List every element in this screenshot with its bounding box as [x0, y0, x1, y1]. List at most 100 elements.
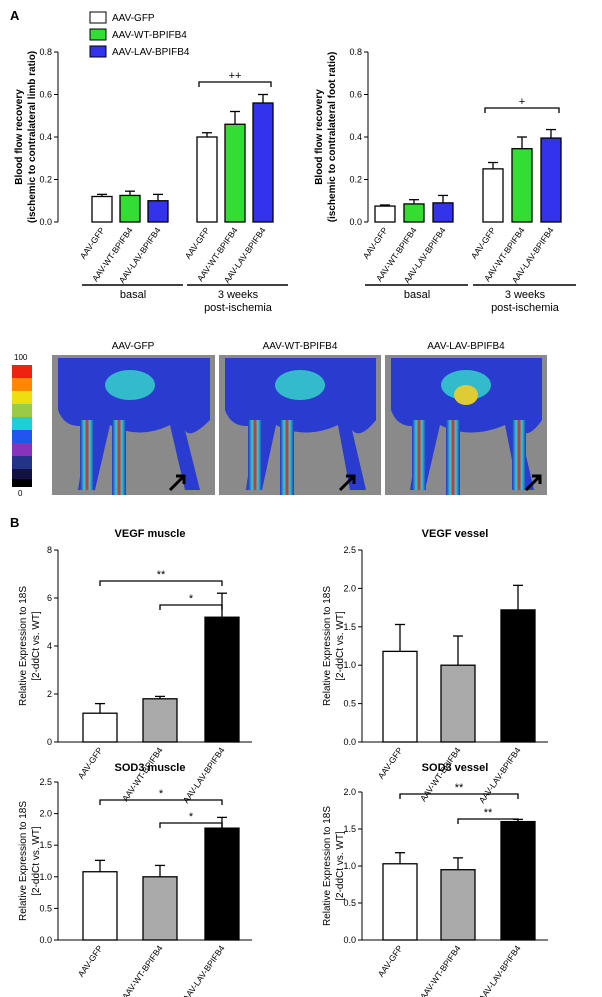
y-tick-label: 1.0 [343, 861, 356, 871]
y-axis-label: [2-ddCt vs. WT] [335, 611, 346, 681]
y-tick-label: 6 [47, 593, 52, 603]
x-tick-label: AAV-LAV-BPIFB4 [477, 943, 523, 997]
y-axis-label: Relative Expression to 18S [322, 806, 333, 926]
image-title: AAV-LAV-BPIFB4 [427, 341, 505, 352]
y-tick-label: 0.8 [39, 47, 52, 57]
y-tick-label: 0.6 [349, 90, 362, 100]
significance-label: * [189, 593, 194, 605]
group-label: basal [404, 289, 430, 301]
tissue [58, 358, 542, 495]
x-tick-label: AAV-LAV-BPIFB4 [477, 745, 523, 805]
x-tick-label: AAV-GFP [76, 745, 105, 781]
y-tick-label: 0.8 [349, 47, 362, 57]
significance-bracket [198, 81, 272, 87]
bar [196, 136, 218, 223]
bar [540, 137, 562, 223]
y-axis-label: Blood flow recovery [314, 89, 325, 185]
bar [482, 168, 504, 223]
bar [440, 869, 476, 941]
group-label: post-ischemia [204, 302, 273, 314]
y-axis-label: [2-ddCt vs. WT] [31, 826, 42, 896]
bar [500, 609, 536, 743]
legend-label: AAV-LAV-BPIFB4 [112, 47, 190, 58]
y-tick-label: 2.0 [39, 809, 52, 819]
y-axis-label: Relative Expression to 18S [18, 586, 29, 706]
bar [91, 195, 113, 223]
bar [374, 205, 396, 223]
legend-label: AAV-WT-BPIFB4 [112, 30, 187, 41]
y-axis-label: Blood flow recovery [14, 89, 25, 185]
y-tick-label: 1.0 [343, 660, 356, 670]
bar [82, 871, 118, 941]
significance-bracket [484, 107, 560, 113]
y-axis-label: [2-ddCt vs. WT] [335, 831, 346, 901]
bar [142, 876, 178, 941]
y-tick-label: 0.0 [349, 217, 362, 227]
y-tick-label: 2.0 [343, 787, 356, 797]
bar [252, 102, 274, 223]
x-tick-label: AAV-GFP [78, 225, 107, 261]
chart-title: SOD3 muscle [115, 762, 186, 774]
x-tick-label: AAV-GFP [183, 225, 212, 261]
y-tick-label: 0.0 [39, 217, 52, 227]
x-tick-label: AAV-LAV-BPIFB4 [181, 943, 227, 997]
color-scale [12, 365, 32, 487]
legend-swatch [89, 11, 107, 24]
y-tick-label: 2.5 [39, 777, 52, 787]
scale-min: 0 [18, 489, 23, 498]
y-axis-label: Relative Expression to 18S [18, 801, 29, 921]
y-tick-label: 0.0 [343, 935, 356, 945]
significance-bracket [99, 799, 223, 805]
group-label: post-ischemia [491, 302, 560, 314]
significance-label: ** [157, 569, 166, 581]
x-tick-label: AAV-LAV-BPIFB4 [181, 745, 227, 805]
group-label: 3 weeks [505, 289, 546, 301]
y-tick-label: 0.4 [349, 132, 362, 142]
significance-bracket [399, 793, 519, 799]
y-tick-label: 0.2 [39, 175, 52, 185]
x-tick-label: AAV-WT-BPIFB4 [120, 943, 165, 997]
y-tick-label: 1.5 [343, 622, 356, 632]
scale-max: 100 [14, 353, 28, 362]
y-tick-label: 8 [47, 545, 52, 555]
bar [440, 664, 476, 743]
x-tick-label: AAV-GFP [361, 225, 390, 261]
significance-label: + [519, 96, 525, 108]
bar [511, 148, 533, 223]
chart-title: VEGF muscle [115, 528, 186, 540]
image-title: AAV-GFP [112, 341, 155, 352]
arrow [168, 474, 542, 492]
bar [147, 200, 169, 223]
bar [382, 863, 418, 941]
bar [82, 712, 118, 743]
y-tick-label: 0.0 [39, 935, 52, 945]
y-tick-label: 0.6 [39, 90, 52, 100]
significance-label: * [159, 788, 164, 800]
significance-bracket [159, 822, 223, 828]
y-tick-label: 1.0 [39, 872, 52, 882]
x-tick-label: AAV-WT-BPIFB4 [418, 943, 463, 997]
significance-label: * [189, 811, 194, 823]
bar [224, 123, 246, 223]
y-tick-label: 0.5 [343, 699, 356, 709]
significance-label: ** [484, 807, 493, 819]
image-title: AAV-WT-BPIFB4 [263, 341, 338, 352]
y-tick-label: 2 [47, 689, 52, 699]
y-axis-label: (ischemic to contralateral limb ratio) [27, 51, 38, 223]
significance-label: ++ [229, 70, 242, 82]
chart-title: VEGF vessel [422, 528, 489, 540]
significance-label: ** [455, 782, 464, 794]
chart-title: SOD3 vessel [422, 762, 489, 774]
panel-label: B [10, 515, 19, 530]
bar [119, 194, 141, 223]
bar [403, 203, 425, 223]
y-tick-label: 1.5 [343, 824, 356, 834]
y-tick-label: 0.5 [39, 903, 52, 913]
y-tick-label: 0.0 [343, 737, 356, 747]
y-tick-label: 0.2 [349, 175, 362, 185]
y-tick-label: 2.0 [343, 583, 356, 593]
panel-label: A [10, 8, 20, 23]
image-panel: 100 0 AAV-GFP AAV-WT-BPIFB4 AAV-LAV-BPIF… [12, 341, 547, 498]
bar [382, 650, 418, 743]
